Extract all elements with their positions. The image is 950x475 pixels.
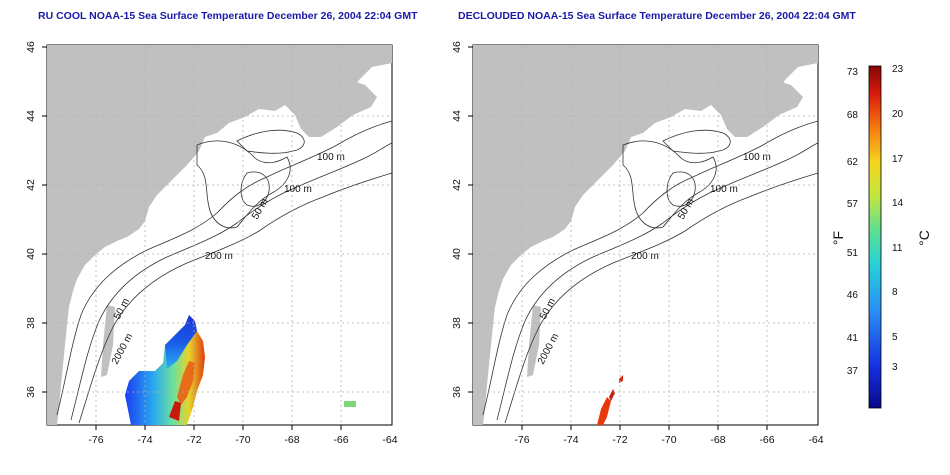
celsius-ticks: 23 20 17 14 11 8 5 3 xyxy=(892,64,904,373)
lat-axis: 36 38 40 42 44 46 xyxy=(451,41,463,398)
lon-tick-label: -74 xyxy=(563,434,578,446)
c-tick-label: 3 xyxy=(892,362,898,373)
lon-tick-label: -72 xyxy=(612,434,627,446)
fahrenheit-unit-label: °F xyxy=(830,231,846,245)
contour-label: 100 m xyxy=(284,184,312,195)
lat-tick-label: 38 xyxy=(25,317,37,329)
f-tick-label: 46 xyxy=(847,290,859,301)
lat-tick-label: 46 xyxy=(451,41,463,53)
lat-axis: 36 38 40 42 44 46 xyxy=(25,41,37,398)
f-tick-label: 41 xyxy=(847,333,859,344)
panel-1-title: RU COOL NOAA-15 Sea Surface Temperature … xyxy=(38,10,418,22)
contour-label: 100 m xyxy=(317,152,345,163)
lon-tick-label: -70 xyxy=(661,434,676,446)
c-tick-label: 14 xyxy=(892,198,904,209)
c-tick-label: 11 xyxy=(892,243,903,254)
panel-2-title: DECLOUDED NOAA-15 Sea Surface Temperatur… xyxy=(458,10,856,22)
lon-tick-label: -64 xyxy=(382,434,397,446)
map-panel-2: 100 m 100 m 50 m 200 m 50 m 2000 m -76 -… xyxy=(451,41,824,446)
lon-tick-label: -74 xyxy=(137,434,152,446)
lon-tick-label: -70 xyxy=(235,434,250,446)
lat-tick-label: 40 xyxy=(451,248,463,260)
sst-speck xyxy=(344,401,356,407)
contour-label: 200 m xyxy=(205,251,233,262)
f-tick-label: 51 xyxy=(847,248,859,259)
lat-tick-label: 38 xyxy=(451,317,463,329)
lat-tick-label: 44 xyxy=(451,110,463,122)
sst-patch xyxy=(125,315,356,425)
lon-axis: -76 -74 -72 -70 -68 -66 -64 xyxy=(514,434,823,446)
lon-tick-label: -76 xyxy=(514,434,529,446)
colorbar-gradient xyxy=(868,65,882,409)
contour-label: 200 m xyxy=(631,251,659,262)
lat-tick-label: 36 xyxy=(451,386,463,398)
lon-tick-label: -68 xyxy=(284,434,299,446)
lat-tick-label: 46 xyxy=(25,41,37,53)
f-tick-label: 57 xyxy=(847,199,859,210)
lon-tick-label: -68 xyxy=(710,434,725,446)
lon-tick-label: -66 xyxy=(759,434,774,446)
contour-label: 100 m xyxy=(710,184,738,195)
lon-tick-label: -66 xyxy=(333,434,348,446)
fahrenheit-ticks: 73 68 62 57 51 46 41 37 xyxy=(847,67,859,377)
f-tick-label: 73 xyxy=(847,67,859,78)
lat-tick-label: 40 xyxy=(25,248,37,260)
c-tick-label: 20 xyxy=(892,109,904,120)
graticule xyxy=(47,45,392,425)
lat-tick-label: 36 xyxy=(25,386,37,398)
tick-marks xyxy=(42,46,342,430)
c-tick-label: 8 xyxy=(892,287,898,298)
lon-tick-label: -64 xyxy=(808,434,823,446)
f-tick-label: 37 xyxy=(847,366,859,377)
f-tick-label: 68 xyxy=(847,110,859,121)
lat-tick-label: 44 xyxy=(25,110,37,122)
temperature-colorbar: 73 68 62 57 51 46 41 37 23 20 17 14 11 8… xyxy=(830,64,932,409)
f-tick-label: 62 xyxy=(847,157,859,168)
c-tick-label: 23 xyxy=(892,64,904,75)
tick-marks xyxy=(468,46,768,430)
c-tick-label: 5 xyxy=(892,332,898,343)
map-panel-1: 100 m 100 m 50 m 200 m 50 m 2000 m -76 -… xyxy=(25,41,398,446)
lat-tick-label: 42 xyxy=(25,179,37,191)
celsius-unit-label: °C xyxy=(916,230,932,246)
lon-tick-label: -72 xyxy=(186,434,201,446)
graticule xyxy=(473,45,818,425)
c-tick-label: 17 xyxy=(892,154,904,165)
lat-tick-label: 42 xyxy=(451,179,463,191)
contour-label: 100 m xyxy=(743,152,771,163)
lon-tick-label: -76 xyxy=(88,434,103,446)
lon-axis: -76 -74 -72 -70 -68 -66 -64 xyxy=(88,434,397,446)
